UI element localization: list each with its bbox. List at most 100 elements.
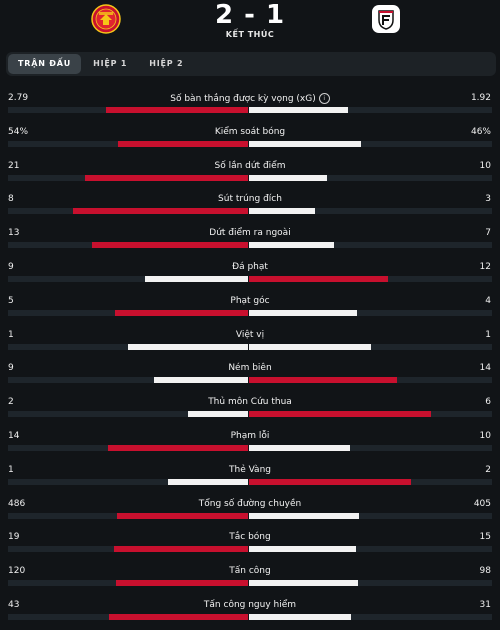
stat-label-text: Số lần dứt điểm (214, 160, 286, 171)
stat-row: 1 Thẻ Vàng 2 (0, 462, 500, 496)
home-stat-bar (109, 613, 248, 620)
away-bar-track (249, 107, 492, 113)
stat-label: Dứt điểm ra ngoài (0, 228, 500, 238)
home-stat-bar (73, 208, 248, 215)
away-stat-bar (249, 343, 371, 350)
away-bar-track (249, 546, 492, 553)
home-stat-bar (145, 275, 248, 282)
away-stat-value: 46% (470, 126, 491, 137)
stat-label: Sút trúng đích (0, 194, 500, 204)
stat-label-text: Tấn công nguy hiểm (203, 599, 297, 610)
away-stat-value: 10 (479, 430, 491, 441)
away-stat-value: 7 (485, 228, 491, 239)
stat-row: 1 Việt vị 1 (0, 327, 500, 361)
away-stat-bar (249, 377, 397, 384)
away-bar-track (249, 242, 492, 249)
away-stat-value: 98 (479, 566, 491, 577)
home-stat-bar (116, 580, 248, 587)
stat-label-text: Phạm lỗi (230, 430, 270, 441)
stat-label-text: Ném biên (228, 363, 272, 374)
manchester-united-crest-icon[interactable] (91, 4, 121, 34)
stat-row: 19 Tắc bóng 15 (0, 529, 500, 563)
tab-match[interactable]: TRẬN ĐẤU (8, 54, 82, 74)
stat-row: 21 Số lần dứt điểm 10 (0, 158, 500, 192)
away-bar-track (249, 208, 492, 215)
home-stat-value: 14 (8, 430, 20, 441)
home-stat-value: 54% (8, 126, 29, 137)
away-stat-bar (249, 242, 334, 249)
match-status: KẾT THÚC (225, 30, 275, 39)
stat-row: 9 Đá phạt 12 (0, 259, 500, 293)
stat-label: Số bàn thắng được kỳ vọng (xG) i (0, 93, 500, 104)
away-stat-value: 12 (479, 261, 491, 272)
away-stat-bar (249, 613, 351, 620)
stat-label: Phạt góc (0, 296, 500, 306)
stat-label-text: Kiểm soát bóng (214, 126, 286, 137)
info-icon[interactable]: i (318, 93, 330, 104)
home-stat-value: 21 (8, 160, 20, 171)
away-stat-bar (249, 546, 356, 553)
home-stat-bar (188, 411, 248, 418)
home-stat-value: 2 (8, 397, 14, 408)
stat-row: 54% Kiểm soát bóng 46% (0, 124, 500, 158)
stat-label-text: Việt vị (235, 329, 265, 340)
stat-label: Kiểm soát bóng (0, 127, 500, 137)
stat-row: 120 Tấn công 98 (0, 563, 500, 597)
home-stat-value: 43 (8, 599, 20, 610)
stat-label-text: Thủ môn Cứu thua (208, 397, 292, 408)
tab-first-half[interactable]: HIỆP 1 (93, 59, 128, 68)
stat-label-text: Dứt điểm ra ngoài (209, 228, 291, 239)
period-tabs: TRẬN ĐẤU HIỆP 1 HIỆP 2 (6, 52, 496, 76)
away-bar-track (249, 512, 492, 519)
stat-row: 43 Tấn công nguy hiểm 31 (0, 597, 500, 630)
home-stat-value: 19 (8, 532, 20, 543)
stat-label: Số lần dứt điểm (0, 161, 500, 171)
tab-second-half[interactable]: HIỆP 2 (149, 59, 184, 68)
away-stat-bar (249, 174, 327, 181)
fulham-crest-icon[interactable] (371, 4, 401, 34)
away-bar-track (249, 444, 492, 451)
stat-label-text: Tổng số đường chuyền (198, 498, 302, 509)
home-stat-bar (114, 546, 248, 553)
home-stat-bar (117, 512, 248, 519)
home-stat-bar (106, 107, 248, 113)
away-stat-bar (249, 512, 359, 519)
away-stat-value: 1 (485, 329, 491, 340)
home-stat-bar (108, 444, 248, 451)
away-stat-bar (249, 275, 388, 282)
home-stat-value: 13 (8, 228, 20, 239)
home-stat-value: 8 (8, 194, 14, 205)
away-stat-value: 3 (485, 194, 491, 205)
stat-row: 486 Tổng số đường chuyền 405 (0, 496, 500, 530)
home-stat-value: 9 (8, 363, 14, 374)
away-stat-value: 10 (479, 160, 491, 171)
home-stat-bar (128, 343, 248, 350)
stat-row: 5 Phạt góc 4 (0, 293, 500, 327)
home-stat-value: 1 (8, 464, 14, 475)
stat-label-text: Sút trúng đích (218, 194, 282, 205)
home-stat-bar (92, 242, 248, 249)
stat-label: Tấn công nguy hiểm (0, 600, 500, 610)
home-stat-value: 1 (8, 329, 14, 340)
stat-row: 14 Phạm lỗi 10 (0, 428, 500, 462)
away-stat-value: 14 (479, 363, 491, 374)
away-stat-value: 6 (485, 397, 491, 408)
away-stat-bar (249, 309, 357, 316)
stat-label: Phạm lỗi (0, 431, 500, 441)
away-stat-value: 405 (473, 498, 491, 509)
away-stat-bar (249, 478, 411, 485)
home-stat-bar (168, 478, 248, 485)
stat-label-text: Số bàn thắng được kỳ vọng (xG) (170, 94, 316, 104)
stat-row: 13 Dứt điểm ra ngoài 7 (0, 225, 500, 259)
home-stat-bar (154, 377, 248, 384)
home-stat-bar (85, 174, 248, 181)
home-stat-value: 2.79 (8, 93, 29, 103)
match-score: 2 - 1 (214, 0, 286, 30)
stat-row: 2.79 Số bàn thắng được kỳ vọng (xG) i 1.92 (0, 90, 500, 124)
away-stat-bar (249, 580, 358, 587)
stat-row: 9 Ném biên 14 (0, 360, 500, 394)
stat-label-text: Thẻ Vàng (229, 464, 271, 475)
away-stat-value: 31 (479, 599, 491, 610)
home-bar-track (8, 275, 248, 282)
away-bar-track (249, 174, 492, 181)
